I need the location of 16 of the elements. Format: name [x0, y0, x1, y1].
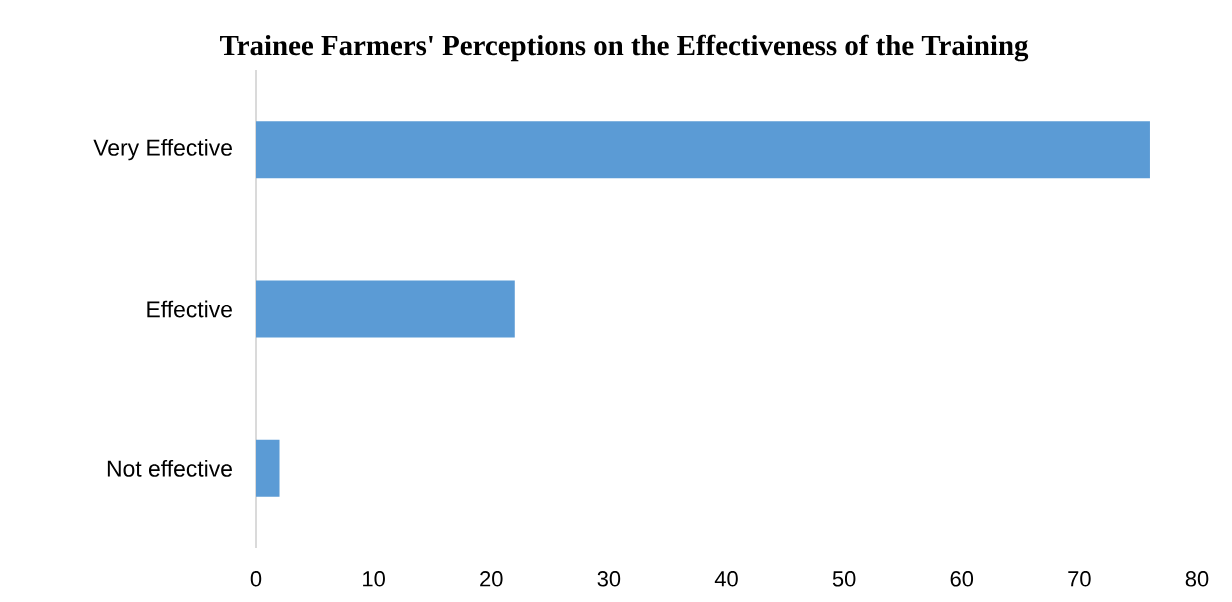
x-tick-label: 0	[250, 571, 262, 587]
x-tick-label: 50	[832, 571, 856, 587]
x-tick-label: 80	[1185, 571, 1209, 587]
x-tick-label: 40	[714, 571, 738, 587]
x-tick-label: 20	[480, 571, 503, 587]
x-tick-label: 30	[597, 571, 621, 587]
y-tick-label: Very Effective	[93, 139, 232, 161]
x-tick-label: 60	[950, 571, 974, 587]
bar	[256, 280, 515, 338]
x-tick-label: 70	[1068, 571, 1091, 587]
x-tick-label: 10	[363, 571, 385, 587]
bar	[256, 121, 1150, 179]
y-tick-label: Effective	[147, 300, 232, 318]
bar	[256, 439, 280, 497]
y-tick-label: Not effective	[107, 459, 232, 477]
chart-title: Trainee Farmers' Perceptions on the Effectiveness of the Training	[220, 34, 1029, 62]
